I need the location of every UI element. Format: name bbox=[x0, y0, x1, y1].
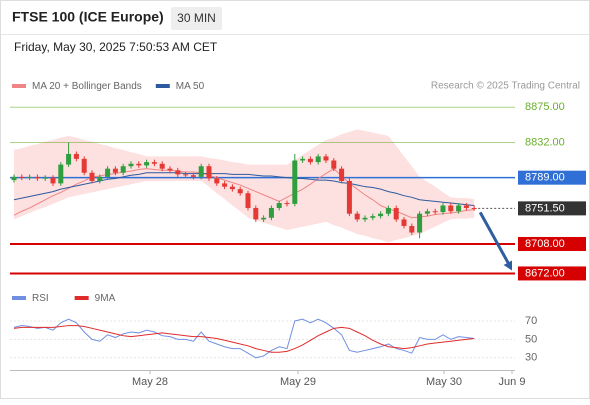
candle-body bbox=[159, 163, 165, 169]
legend-label: 9MA bbox=[95, 293, 116, 304]
y-tick-label: 30 bbox=[525, 352, 537, 364]
projection-arrow bbox=[478, 211, 511, 266]
candle-body bbox=[393, 207, 399, 220]
candle-body bbox=[300, 158, 306, 161]
candle-body bbox=[331, 160, 337, 169]
candle-body bbox=[136, 163, 142, 166]
interval[interactable]: 30 MIN bbox=[177, 11, 216, 25]
last-price-tag bbox=[518, 201, 586, 216]
candle-body bbox=[424, 211, 430, 214]
candle-body bbox=[261, 217, 267, 220]
level-tag bbox=[518, 236, 586, 251]
candle-body bbox=[378, 213, 384, 217]
candle-body bbox=[432, 211, 438, 213]
candle-body bbox=[307, 158, 313, 163]
candle-body bbox=[323, 156, 329, 161]
chart-title: FTSE 100 (ICE Europe) bbox=[12, 9, 164, 25]
candle-body bbox=[206, 166, 212, 179]
candle-body bbox=[463, 205, 469, 208]
y-tick-label: 70 bbox=[525, 315, 537, 327]
x-tick-label: May 30 bbox=[426, 376, 462, 388]
candle-body bbox=[229, 186, 235, 190]
candle-body bbox=[81, 158, 87, 173]
candle-body bbox=[237, 189, 243, 194]
candle-body bbox=[362, 217, 368, 220]
candle-body bbox=[89, 172, 95, 181]
level-tag bbox=[518, 266, 586, 281]
candle-body bbox=[268, 207, 274, 218]
candle-body bbox=[417, 213, 423, 233]
candle-body bbox=[253, 207, 259, 220]
candle-body bbox=[66, 153, 72, 165]
candle-body bbox=[19, 176, 25, 178]
candle-body bbox=[73, 153, 79, 159]
candle-body bbox=[167, 168, 173, 171]
candle-body bbox=[315, 156, 321, 163]
legend-swatch bbox=[155, 84, 170, 88]
candle-body bbox=[50, 177, 56, 184]
candle-body bbox=[97, 176, 103, 181]
level-label: 8875.00 bbox=[525, 101, 565, 113]
candle-body bbox=[370, 216, 376, 218]
level-label: 8789.00 bbox=[525, 172, 565, 184]
last-price-label: 8751.50 bbox=[525, 202, 565, 214]
candle-body bbox=[222, 183, 228, 187]
datetime: Friday, May 30, 2025 7:50:53 AM CET bbox=[14, 40, 218, 54]
level-label: 8832.00 bbox=[525, 136, 565, 148]
candle-body bbox=[128, 163, 134, 167]
credit: Research © 2025 Trading Central bbox=[431, 81, 580, 92]
legend-label: RSI bbox=[32, 293, 49, 304]
candle-body bbox=[471, 207, 477, 209]
candle-body bbox=[42, 177, 48, 179]
candle-body bbox=[120, 166, 126, 173]
interval-badge[interactable] bbox=[171, 7, 222, 30]
moving-average bbox=[13, 172, 475, 207]
candle-body bbox=[385, 207, 391, 214]
level-label: 8672.00 bbox=[525, 267, 565, 279]
candle-body bbox=[409, 225, 415, 233]
candle-body bbox=[214, 178, 220, 184]
x-tick-label: Jun 9 bbox=[499, 376, 526, 388]
legend-swatch bbox=[12, 84, 26, 88]
legend-swatch bbox=[12, 296, 26, 300]
indicator-line bbox=[13, 318, 475, 359]
candle-body bbox=[11, 176, 17, 181]
indicator-line bbox=[13, 325, 475, 353]
candle-body bbox=[175, 170, 181, 175]
legend-label: MA 20 + Bollinger Bands bbox=[32, 81, 142, 92]
x-tick-label: May 28 bbox=[132, 376, 168, 388]
candle-body bbox=[339, 168, 345, 181]
candle-body bbox=[151, 162, 157, 164]
candle-body bbox=[346, 180, 352, 214]
candle-body bbox=[276, 203, 282, 208]
candle-body bbox=[190, 175, 196, 177]
x-tick-label: May 29 bbox=[280, 376, 316, 388]
y-tick-label: 50 bbox=[525, 333, 537, 345]
arrow-head bbox=[503, 260, 512, 271]
candle-body bbox=[27, 176, 33, 178]
candle-body bbox=[144, 162, 150, 166]
candle-body bbox=[354, 213, 360, 220]
level-label: 8708.00 bbox=[525, 238, 565, 250]
candle-body bbox=[440, 205, 446, 213]
candle-body bbox=[284, 203, 290, 205]
candle-body bbox=[183, 174, 189, 176]
candle-body bbox=[401, 219, 407, 226]
candle-body bbox=[456, 205, 462, 212]
legend-swatch bbox=[74, 296, 89, 300]
candle-body bbox=[448, 205, 454, 212]
candle-body bbox=[292, 160, 298, 204]
candle-body bbox=[245, 193, 251, 208]
candle-body bbox=[198, 166, 204, 177]
candle-body bbox=[34, 176, 40, 179]
candle-body bbox=[112, 168, 118, 173]
candle-body bbox=[105, 168, 111, 177]
legend-label: MA 50 bbox=[176, 81, 205, 92]
level-tag bbox=[518, 170, 586, 185]
candle-body bbox=[58, 164, 64, 184]
